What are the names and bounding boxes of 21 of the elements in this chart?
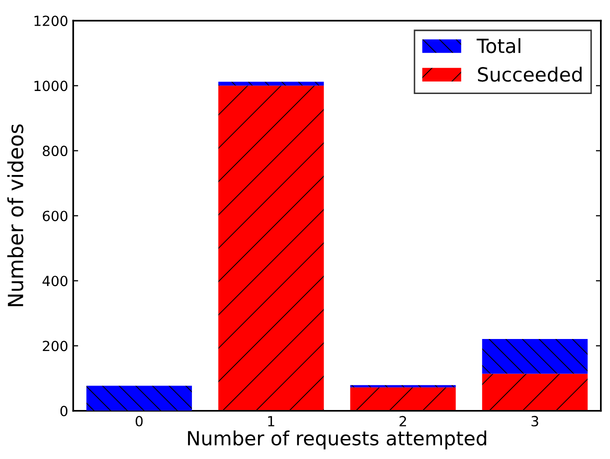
- y-tick-label: 1000: [34, 80, 68, 92]
- bar: [218, 82, 324, 86]
- y-tick-label: 600: [42, 210, 68, 222]
- bar: [350, 387, 456, 411]
- x-tick-label: 2: [400, 416, 406, 426]
- legend-label: Succeeded: [478, 66, 582, 82]
- bar: [482, 374, 588, 411]
- bar: [218, 86, 324, 411]
- bar: [482, 338, 588, 374]
- x-tick-label: 3: [532, 416, 538, 426]
- y-tick-label: 200: [42, 340, 68, 352]
- bar: [86, 386, 192, 411]
- legend-label: Total: [476, 38, 520, 54]
- y-tick-label: 0: [60, 406, 68, 416]
- y-tick-label: 400: [42, 276, 68, 286]
- x-tick-label: 0: [136, 416, 143, 426]
- x-axis-title: Number of requests attempted: [188, 430, 486, 450]
- y-tick-label: 1200: [34, 16, 68, 26]
- y-tick-label: 800: [42, 146, 68, 156]
- x-tick-label: 1: [268, 416, 274, 426]
- y-axis-title: Number of videos: [7, 124, 24, 306]
